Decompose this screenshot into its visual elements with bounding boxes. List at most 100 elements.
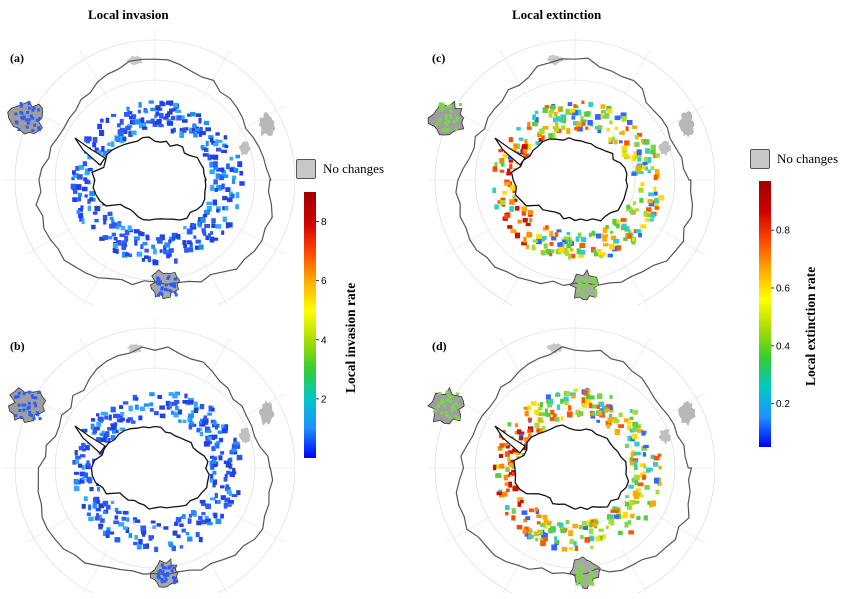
map-cell	[218, 437, 224, 443]
map-cell	[595, 536, 601, 542]
map-cell	[548, 109, 555, 114]
map-cell	[166, 277, 170, 281]
map-cell	[170, 569, 174, 573]
map-cell	[187, 418, 191, 422]
map-cell	[225, 222, 230, 229]
map-cell	[122, 137, 127, 141]
map-cell	[546, 520, 552, 524]
map-cell	[585, 397, 592, 404]
map-cell	[549, 241, 554, 246]
graticule-meridian-1	[657, 515, 706, 544]
map-cell	[98, 514, 103, 520]
map-cell	[614, 115, 621, 121]
panel-label-a: (a)	[10, 51, 24, 65]
map-cell	[626, 204, 631, 209]
map-cell	[451, 403, 455, 407]
map-cell	[517, 501, 522, 507]
extinction-tick-label-3: 0.8	[776, 226, 790, 237]
map-cell	[111, 232, 117, 237]
map-cell	[213, 179, 218, 185]
map-cell	[623, 237, 628, 241]
map-cell	[201, 512, 206, 516]
no-changes-swatch	[296, 159, 316, 179]
graticule-meridian-5	[444, 515, 493, 544]
map-cell	[591, 565, 595, 569]
map-cell	[507, 457, 511, 462]
map-cell	[498, 149, 503, 153]
map-cell	[543, 519, 549, 525]
map-cell	[168, 392, 174, 396]
map-cell	[107, 142, 111, 146]
map-cell	[638, 233, 642, 238]
map-cell	[211, 223, 216, 228]
map-cell	[195, 245, 199, 249]
map-cell	[548, 133, 553, 138]
map-cell	[629, 416, 634, 421]
antarctic-peninsula	[74, 137, 106, 166]
map-cell	[128, 131, 133, 137]
map-cell	[122, 510, 128, 515]
extinction-tick-label-1: 0.4	[776, 341, 790, 352]
map-cell	[537, 407, 543, 411]
map-cell	[131, 420, 136, 424]
map-cell	[588, 572, 592, 576]
map-cell	[184, 393, 188, 399]
map-cell	[610, 509, 616, 513]
map-cell	[224, 144, 229, 149]
map-cell	[94, 500, 100, 505]
map-cell	[636, 516, 641, 520]
map-cell	[612, 136, 616, 142]
map-cell	[97, 486, 101, 492]
map-cell	[159, 569, 163, 573]
map-cell	[534, 422, 540, 429]
map-cell	[169, 108, 174, 112]
map-cell	[648, 200, 655, 207]
map-cell	[21, 403, 25, 407]
map-cell	[195, 239, 201, 244]
map-cell	[505, 468, 510, 472]
map-cell	[127, 417, 133, 421]
map-cell	[230, 193, 234, 198]
map-cell	[511, 229, 517, 233]
map-cell	[211, 407, 215, 412]
map-cell	[173, 277, 177, 281]
map-cell	[190, 509, 196, 516]
map-cell	[635, 488, 641, 492]
map-cell	[206, 522, 213, 526]
no-changes-swatch-2	[750, 149, 770, 169]
map-cell	[199, 431, 204, 437]
graticule-meridian-4	[502, 550, 528, 593]
map-cell	[598, 535, 604, 539]
map-cell	[522, 218, 528, 223]
map-cell	[126, 419, 131, 423]
map-cell	[222, 195, 228, 201]
map-cell	[204, 209, 209, 214]
map-cell	[75, 166, 80, 171]
map-cell	[96, 421, 102, 427]
map-cell	[37, 108, 41, 112]
map-cell	[538, 138, 544, 142]
map-cell	[119, 127, 126, 133]
graticule-meridian-11	[657, 104, 706, 133]
map-cell	[199, 499, 206, 504]
map-cell	[100, 118, 104, 123]
map-cell	[181, 115, 185, 120]
map-cell	[89, 191, 95, 197]
map-cell	[555, 122, 559, 126]
map-cell	[124, 235, 129, 242]
map-cell	[541, 425, 546, 431]
map-cell	[111, 423, 117, 429]
map-cell	[495, 473, 502, 478]
map-cell	[187, 536, 193, 542]
map-cell	[629, 428, 635, 433]
map-cell	[579, 282, 583, 286]
map-cell	[588, 101, 594, 108]
map-cell	[79, 478, 85, 484]
map-cell	[542, 107, 548, 114]
map-cell	[205, 140, 209, 147]
map-cell	[502, 190, 507, 195]
graticule-meridian-8	[79, 337, 108, 386]
map-cell	[103, 219, 107, 225]
map-cell	[35, 411, 39, 415]
map-cell	[609, 395, 613, 399]
